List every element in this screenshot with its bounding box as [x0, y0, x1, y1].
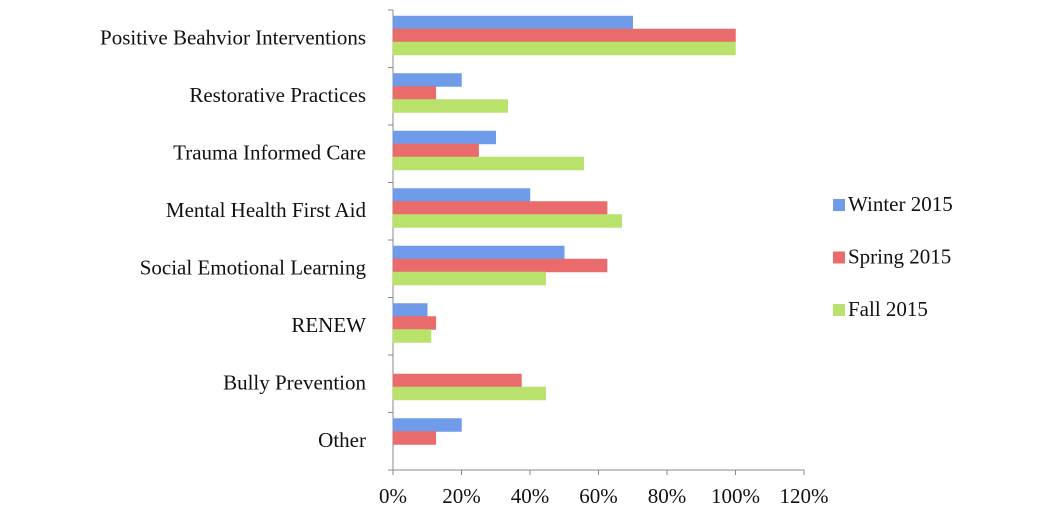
bar — [392, 303, 428, 317]
category-label: Mental Health First Aid — [166, 198, 367, 222]
bar — [392, 188, 531, 202]
bar — [392, 41, 736, 56]
category-label: Bully Prevention — [223, 371, 366, 395]
bar — [392, 245, 565, 260]
bar — [392, 28, 736, 43]
legend-swatch — [833, 251, 845, 264]
category-label: Social Emotional Learning — [140, 256, 367, 280]
category-label: Restorative Practices — [189, 83, 366, 107]
bar — [392, 143, 479, 158]
category-label: Positive Beahvior Interventions — [100, 26, 366, 50]
bar — [392, 386, 547, 401]
legend-label: Spring 2015 — [848, 244, 951, 268]
bar — [392, 329, 432, 343]
x-tick-label: 80% — [648, 484, 687, 508]
bar — [392, 373, 522, 388]
bar — [392, 130, 496, 145]
bar — [392, 73, 462, 87]
x-tick-label: 120% — [780, 484, 829, 508]
x-tick-label: 20% — [442, 484, 481, 508]
bar — [392, 418, 462, 432]
bar — [392, 15, 633, 30]
bar — [392, 201, 608, 215]
bar — [392, 99, 508, 113]
legend-swatch — [833, 304, 845, 316]
x-tick-label: 100% — [711, 484, 760, 508]
x-tick-label: 60% — [579, 484, 618, 508]
bar — [392, 86, 437, 100]
category-label: RENEW — [291, 313, 366, 337]
legend-label: Winter 2015 — [848, 192, 953, 216]
legend-swatch — [833, 199, 845, 211]
bar — [392, 214, 623, 228]
legend-label: Fall 2015 — [848, 297, 928, 321]
bar — [392, 431, 437, 445]
category-label: Trauma Informed Care — [173, 141, 366, 165]
bar — [392, 258, 608, 273]
bar — [392, 156, 585, 171]
category-label: Other — [318, 428, 366, 452]
bar — [392, 316, 437, 330]
x-tick-label: 0% — [379, 484, 407, 508]
bar — [392, 271, 547, 286]
x-tick-label: 40% — [511, 484, 550, 508]
